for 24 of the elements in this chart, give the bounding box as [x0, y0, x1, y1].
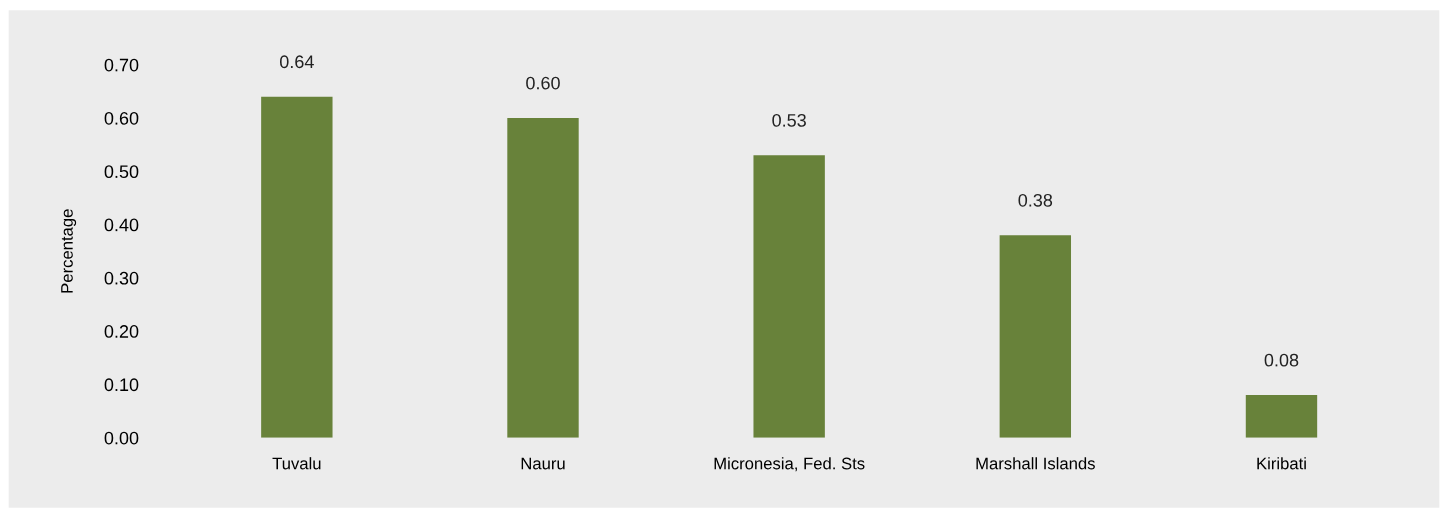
y-tick-label: 0.20: [104, 325, 139, 338]
bar: [1245, 395, 1318, 438]
x-tick-label: Marshall Islands: [976, 457, 1095, 470]
bar: [999, 235, 1072, 438]
x-tick-label: Kiribati: [1257, 457, 1306, 470]
data-label: 0.38: [1018, 193, 1053, 207]
y-tick-label: 0.30: [104, 271, 139, 285]
bar: [261, 96, 333, 438]
data-label: 0.60: [526, 76, 560, 90]
x-tick-label: Tuvalu: [272, 457, 321, 470]
data-label: 0.08: [1264, 353, 1299, 367]
x-tick-label: Nauru: [521, 457, 565, 470]
y-axis-title: Percentage: [61, 209, 77, 293]
y-tick-label: 0.60: [104, 111, 139, 125]
y-tick-label: 0.70: [104, 58, 139, 72]
y-tick-label: 0.00: [104, 431, 139, 445]
bar: [507, 118, 579, 438]
y-tick-label: 0.50: [104, 165, 139, 179]
data-label: 0.64: [279, 55, 314, 69]
y-tick-label: 0.40: [104, 218, 139, 232]
bar: [753, 155, 825, 438]
x-tick-label: Micronesia, Fed. Sts: [714, 457, 865, 472]
y-tick-label: 0.10: [104, 378, 139, 392]
data-label: 0.53: [772, 113, 806, 127]
